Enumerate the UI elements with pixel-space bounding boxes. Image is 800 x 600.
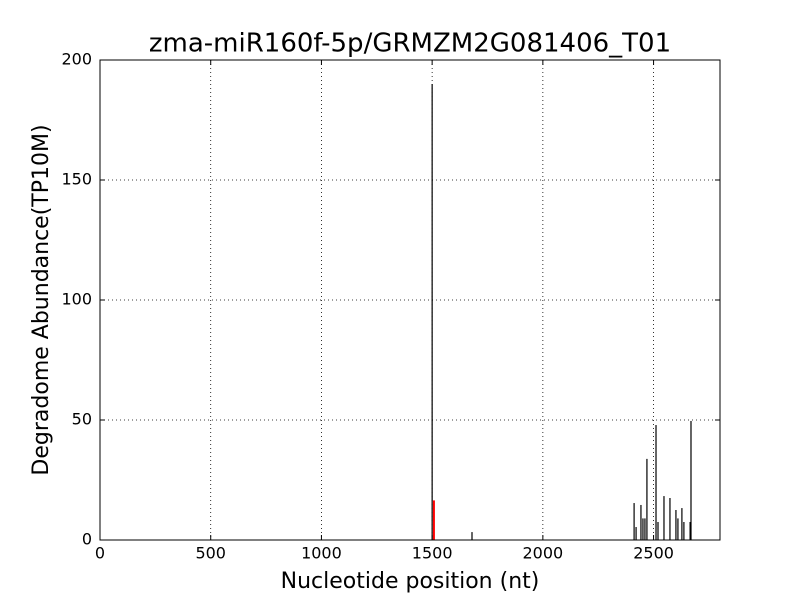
- x-axis-label: Nucleotide position (nt): [281, 569, 540, 594]
- chart-title: zma-miR160f-5p/GRMZM2G081406_T01: [149, 29, 671, 59]
- y-tick-label: 100: [61, 290, 92, 309]
- x-tick-label: 0: [95, 544, 105, 563]
- plot-frame: [99, 59, 721, 541]
- x-tick-label: 1500: [412, 544, 453, 563]
- x-tick-label: 2500: [633, 544, 674, 563]
- y-tick-label: 200: [61, 50, 92, 69]
- x-tick-label: 2000: [522, 544, 563, 563]
- y-axis-label: Degradome Abundance(TP10M): [29, 124, 54, 475]
- y-tick-label: 50: [72, 410, 92, 429]
- y-tick-label: 0: [82, 530, 92, 549]
- x-tick-label: 500: [195, 544, 226, 563]
- x-tick-label: 1000: [301, 544, 342, 563]
- y-tick-label: 150: [61, 170, 92, 189]
